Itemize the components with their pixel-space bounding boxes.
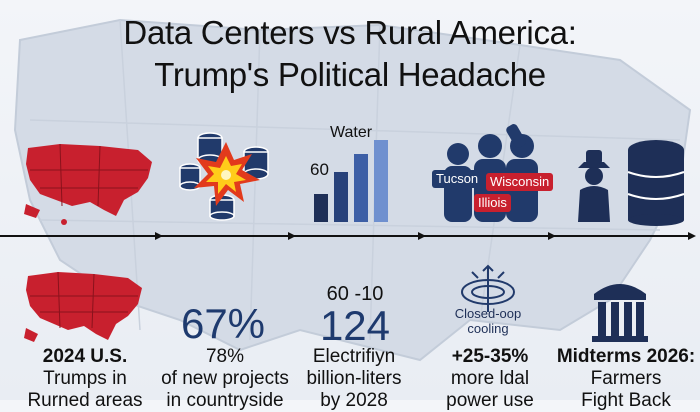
- tag-illinois: Illiois: [474, 194, 511, 212]
- water-value-label: 60: [310, 160, 329, 179]
- caption-electricity: Electrifiyn billion-liters by 2028: [284, 346, 424, 412]
- number-top-stat: 60 -10: [326, 283, 384, 305]
- caption-1-line-3: Rurned areas: [27, 390, 143, 411]
- capitol-columns-icon: [592, 284, 648, 342]
- cooling-line-2: cooling: [467, 321, 509, 336]
- title-line-2: Trump's Political Headache: [154, 56, 546, 93]
- closed-loop-cooling-icon: [461, 264, 515, 312]
- caption-4-line-1: +25-35%: [451, 346, 529, 367]
- caption-2-line-2: of new projects: [161, 368, 289, 389]
- caption-1-line-1: 2024 U.S.: [42, 346, 128, 367]
- caption-2024-us: 2024 U.S. Trumps in Rurned areas: [10, 346, 160, 412]
- red-us-map-small-icon: [24, 271, 142, 342]
- caption-5-line-3: Fight Back: [581, 390, 671, 411]
- title-line-1: Data Centers vs Rural America:: [123, 14, 577, 51]
- caption-power-use: +25-35% more ldal power use: [420, 346, 560, 412]
- timeline-arrow: [0, 232, 696, 240]
- percent-stat: 67%: [180, 300, 266, 347]
- caption-2-line-3: in countryside: [166, 390, 284, 411]
- number-stat: 124: [319, 302, 391, 349]
- water-label: Water: [330, 124, 373, 141]
- caption-3-line-1: Electrifiyn: [312, 346, 396, 367]
- caption-midterms: Midterms 2026: Farmers Fight Back: [552, 346, 700, 412]
- farmer-datacenter-icon: [578, 140, 685, 226]
- caption-5-line-2: Farmers: [590, 368, 662, 389]
- cooling-label: Closed-oop cooling: [448, 306, 528, 336]
- red-us-map-icon: [24, 143, 152, 225]
- tag-tucson: Tucson: [432, 170, 483, 188]
- caption-2-line-1: 78%: [205, 346, 245, 367]
- caption-4-line-2: more ldal: [450, 368, 530, 389]
- caption-1-line-2: Trumps in: [43, 368, 127, 389]
- caption-3-line-2: billion-liters: [306, 368, 402, 389]
- tag-wisconsin: Wisconsin: [486, 173, 554, 191]
- exploding-servers-icon: [179, 132, 269, 221]
- cooling-line-1: Closed-oop: [454, 306, 522, 321]
- caption-new-projects: 78% of new projects in countryside: [150, 346, 300, 412]
- caption-4-line-3: power use: [446, 390, 534, 411]
- caption-5-line-1: Midterms 2026:: [556, 346, 696, 367]
- page-title: Data Centers vs Rural America: Trump's P…: [0, 12, 700, 96]
- water-bar-chart-icon: [314, 140, 388, 222]
- caption-3-line-3: by 2028: [320, 390, 388, 411]
